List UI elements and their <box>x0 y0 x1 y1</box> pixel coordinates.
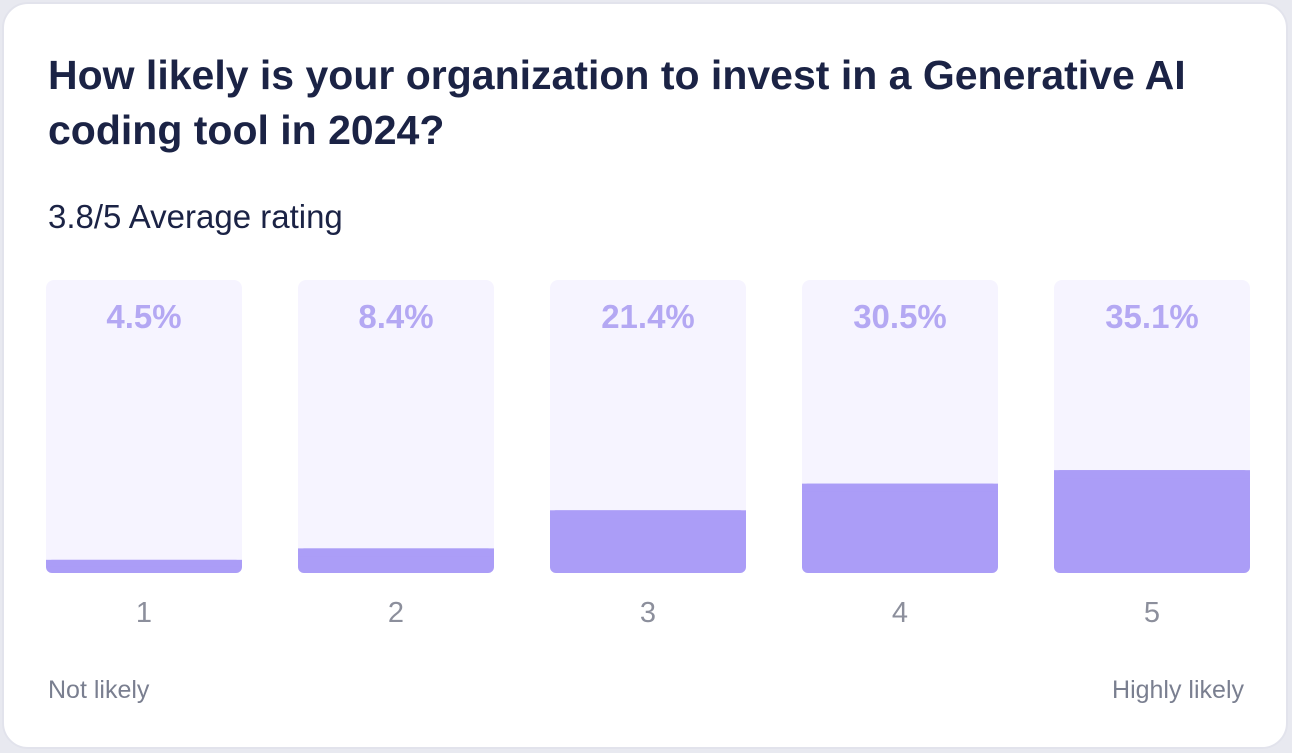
scale-right-label: Highly likely <box>1112 676 1244 704</box>
bar-group-2: 8.4% 2 <box>298 280 494 629</box>
bar-top-edge <box>298 548 494 557</box>
bar-track <box>550 280 746 573</box>
category-label: 1 <box>136 597 152 629</box>
bar <box>550 510 746 573</box>
bar-value-label: 4.5% <box>106 298 181 335</box>
bar <box>802 483 998 573</box>
category-label: 3 <box>640 597 656 629</box>
bar-group-3: 21.4% 3 <box>550 280 746 629</box>
bar-group-1: 4.5% 1 <box>46 280 242 629</box>
bar-value-label: 21.4% <box>601 298 695 335</box>
bar-chart: 4.5% 1 8.4% 2 21.4% 3 30.5% 4 35.1% 5 <box>46 280 1250 629</box>
bar-group-4: 30.5% 4 <box>802 280 998 629</box>
bar-value-label: 30.5% <box>853 298 947 335</box>
average-rating: 3.8/5 Average rating <box>48 198 343 235</box>
bar-top-edge <box>802 483 998 492</box>
bar-value-label: 35.1% <box>1105 298 1199 335</box>
bar-top-edge <box>550 510 746 519</box>
bar-group-5: 35.1% 5 <box>1054 280 1250 629</box>
bar-top-edge <box>1054 470 1250 479</box>
bar-top-edge <box>46 559 242 567</box>
scale-left-label: Not likely <box>48 676 150 704</box>
bar-track <box>46 280 242 573</box>
bar-value-label: 8.4% <box>358 298 433 335</box>
bar-track <box>298 280 494 573</box>
bar <box>1054 470 1250 573</box>
category-label: 2 <box>388 597 404 629</box>
category-label: 5 <box>1144 597 1160 629</box>
category-label: 4 <box>892 597 908 629</box>
chart-title: How likely is your organization to inves… <box>48 52 1186 153</box>
